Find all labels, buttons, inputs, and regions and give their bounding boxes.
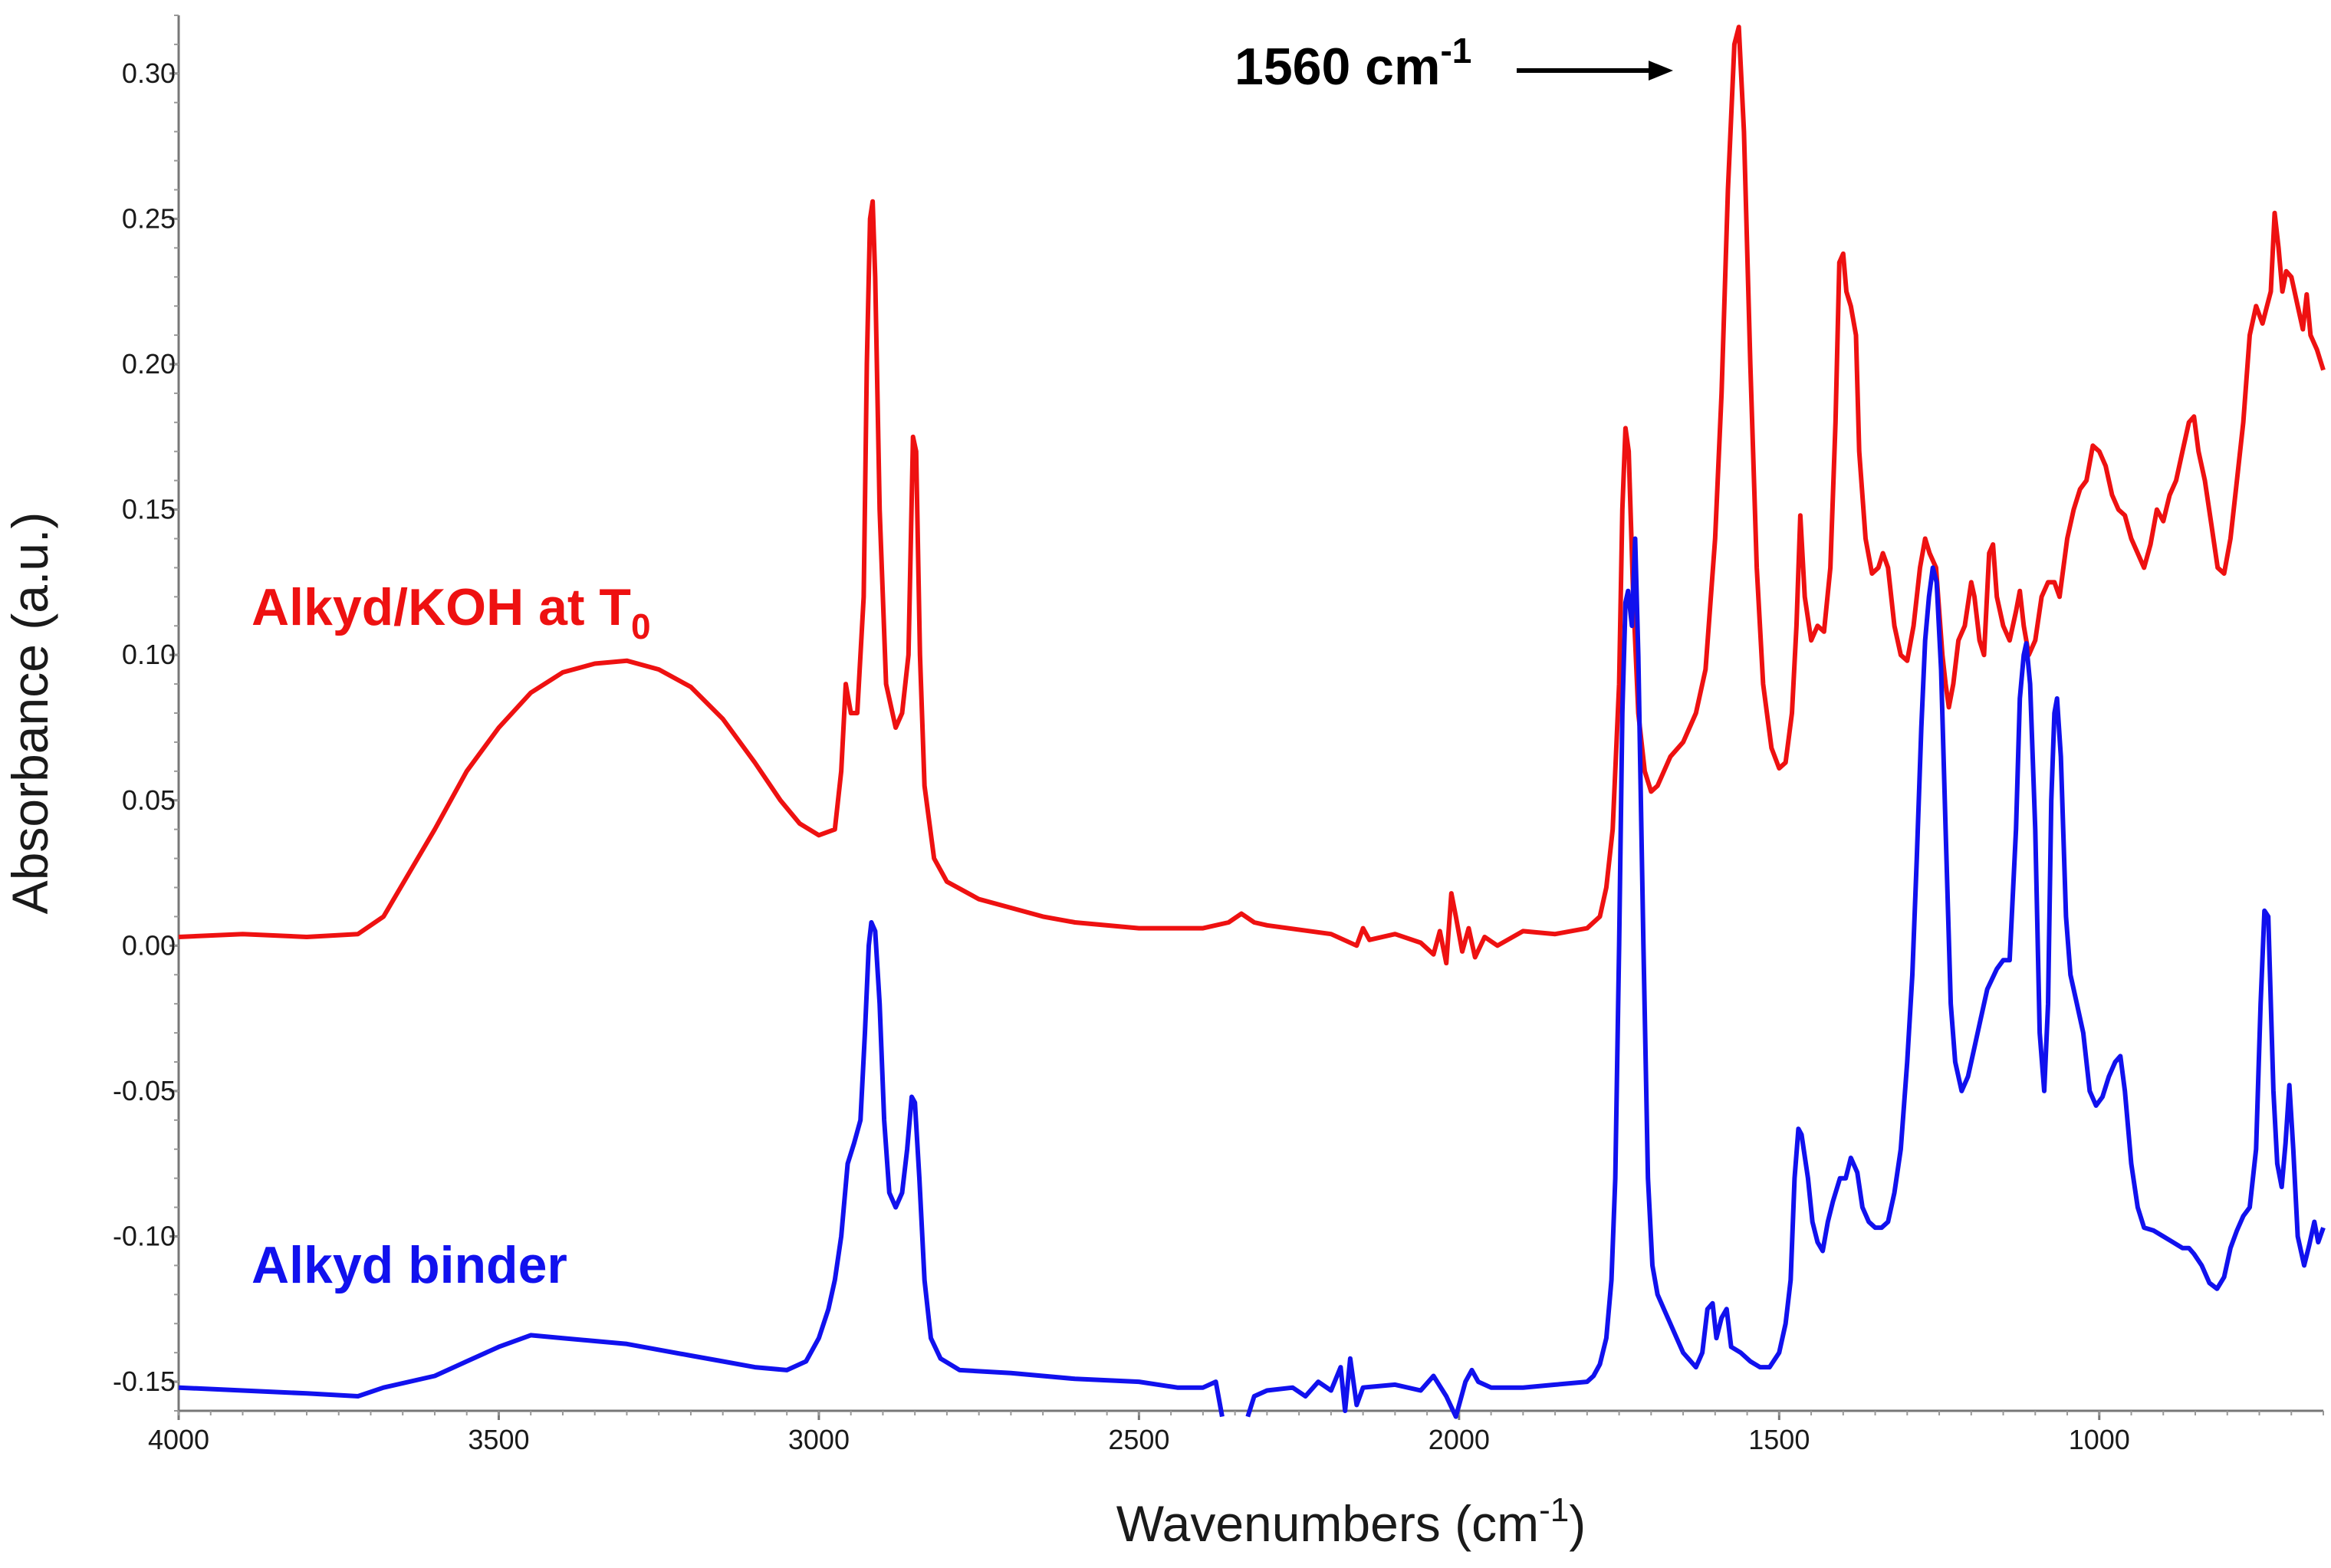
y-tick-label: 0.20 bbox=[122, 348, 176, 380]
x-tick-label: 3000 bbox=[788, 1424, 850, 1455]
x-axis-title-unit-exponent: -1 bbox=[1539, 1491, 1569, 1529]
y-axis-title: Absorbance (a.u.) bbox=[2, 512, 58, 915]
series-label-alkyd-koh-main: Alkyd/KOH at T bbox=[252, 578, 631, 636]
series-layer bbox=[178, 25, 2326, 1419]
y-tick-label: -0.10 bbox=[113, 1221, 176, 1252]
x-axis-ticks: 4000 3500 3000 2500 2000 1500 1000 bbox=[148, 1411, 2324, 1455]
y-tick-label: 0.30 bbox=[122, 58, 176, 89]
series-line-alkyd-binder bbox=[178, 920, 1225, 1418]
y-tick-label: 0.00 bbox=[122, 929, 176, 961]
series-line-alkyd-binder-segment-2 bbox=[1245, 536, 2326, 1419]
x-tick-label: 3500 bbox=[468, 1424, 529, 1455]
x-tick-label: 2000 bbox=[1429, 1424, 1490, 1455]
x-tick-label: 1000 bbox=[2069, 1424, 2130, 1455]
x-axis-title: Wavenumbers (cm-1) bbox=[1116, 1491, 1586, 1552]
series-label-alkyd-binder: Alkyd binder bbox=[252, 1236, 567, 1294]
plot-area: -0.15 -0.10 -0.05 0.00 0.05 0.10 0.15 0.20 0.25 0… bbox=[113, 15, 2326, 1455]
y-tick-label: 0.05 bbox=[122, 784, 176, 816]
x-axis-title-unit: cm bbox=[1471, 1495, 1539, 1552]
y-axis-ticks: -0.15 -0.10 -0.05 0.00 0.05 0.10 0.15 0.20 0.25 0… bbox=[113, 15, 179, 1412]
series-label-alkyd-koh-subscript: 0 bbox=[631, 606, 651, 646]
y-tick-label: -0.15 bbox=[113, 1366, 176, 1397]
y-tick-label: 0.15 bbox=[122, 494, 176, 525]
y-tick-label: -0.05 bbox=[113, 1075, 176, 1106]
peak-annotation-exponent: -1 bbox=[1440, 31, 1471, 71]
x-tick-label: 4000 bbox=[148, 1424, 209, 1455]
peak-annotation-arrowhead bbox=[1649, 61, 1673, 81]
x-tick-label: 2500 bbox=[1108, 1424, 1169, 1455]
y-tick-label: 0.25 bbox=[122, 202, 176, 234]
peak-annotation-label: 1560 cm-1 bbox=[1235, 31, 1471, 96]
x-axis-title-main: Wavenumbers bbox=[1116, 1495, 1441, 1552]
y-tick-label: 0.10 bbox=[122, 639, 176, 670]
series-label-alkyd-koh: Alkyd/KOH at T0 bbox=[252, 578, 651, 646]
peak-annotation-main: 1560 cm bbox=[1235, 38, 1440, 96]
series-line-alkyd-koh bbox=[178, 25, 2326, 966]
x-tick-label: 1500 bbox=[1748, 1424, 1810, 1455]
peak-annotation: 1560 cm-1 bbox=[1235, 31, 1673, 96]
